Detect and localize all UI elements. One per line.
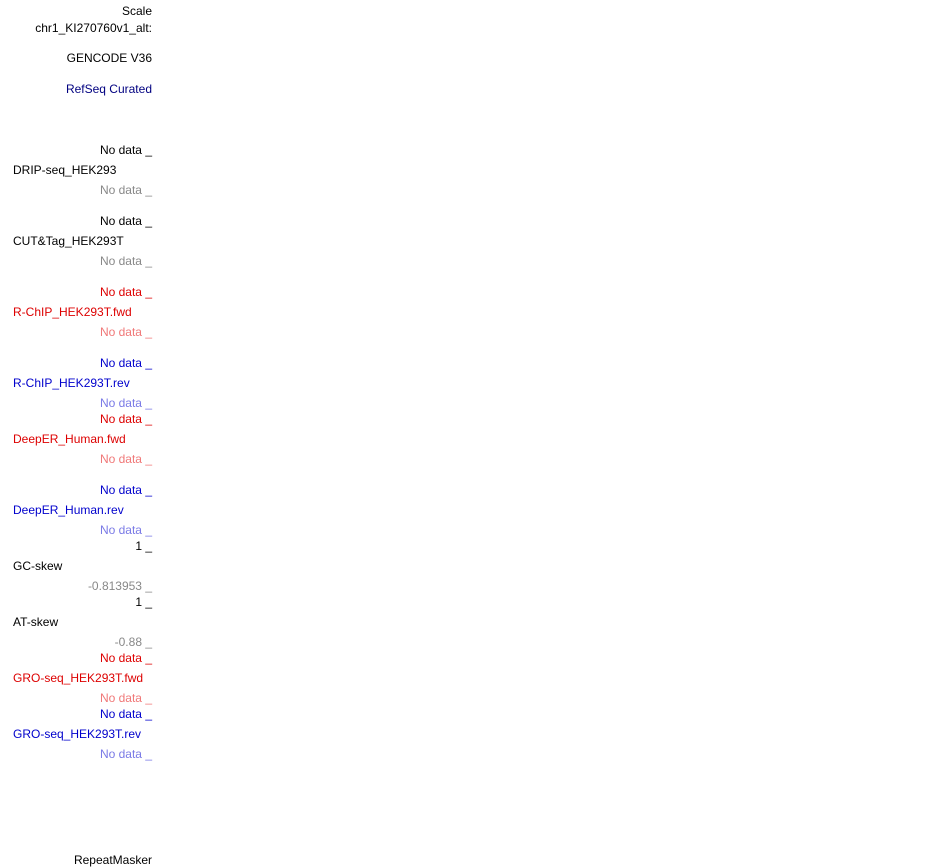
- gc-skew-max-label: 1 _: [135, 539, 152, 553]
- refseq-track-label[interactable]: RefSeq Curated: [65, 82, 152, 96]
- drip-seq-min-label: No data _: [99, 183, 152, 197]
- at-skew-track-label[interactable]: AT-skew: [13, 615, 59, 629]
- r-chip-rev-max-label: No data _: [99, 356, 152, 370]
- gro-seq-fwd-min-label: No data _: [99, 691, 152, 705]
- deeper-fwd-max-label: No data _: [99, 412, 152, 426]
- repeatmasker-track-label[interactable]: RepeatMasker: [73, 853, 152, 867]
- r-chip-rev-track-label[interactable]: R-ChIP_HEK293T.rev: [13, 376, 130, 390]
- r-chip-fwd-max-label: No data _: [99, 285, 152, 299]
- deeper-rev-max-label: No data _: [99, 483, 152, 497]
- deeper-rev-track-label[interactable]: DeepER_Human.rev: [13, 503, 124, 517]
- cut-tag-track-label[interactable]: CUT&Tag_HEK293T: [13, 234, 124, 248]
- r-chip-rev-min-label: No data _: [99, 396, 152, 410]
- cut-tag-max-label: No data _: [99, 214, 152, 228]
- gro-seq-rev-min-label: No data _: [99, 747, 152, 761]
- gc-skew-min-label: -0.813953 _: [87, 579, 152, 593]
- gencode-track-label[interactable]: GENCODE V36: [66, 51, 152, 65]
- gc-skew-track-label[interactable]: GC-skew: [13, 559, 63, 573]
- chrom-position-label[interactable]: chr1_KI270760v1_alt:: [35, 21, 152, 35]
- scale-label[interactable]: Scale: [121, 4, 152, 18]
- at-skew-min-label: -0.88 _: [114, 635, 152, 649]
- deeper-fwd-track-label[interactable]: DeepER_Human.fwd: [13, 432, 126, 446]
- gro-seq-fwd-max-label: No data _: [99, 651, 152, 665]
- r-chip-fwd-min-label: No data _: [99, 325, 152, 339]
- gro-seq-rev-max-label: No data _: [99, 707, 152, 721]
- r-chip-fwd-track-label[interactable]: R-ChIP_HEK293T.fwd: [13, 305, 132, 319]
- cut-tag-min-label: No data _: [99, 254, 152, 268]
- gro-seq-fwd-track-label[interactable]: GRO-seq_HEK293T.fwd: [13, 671, 144, 685]
- deeper-rev-min-label: No data _: [99, 523, 152, 537]
- deeper-fwd-min-label: No data _: [99, 452, 152, 466]
- at-skew-max-label: 1 _: [135, 595, 152, 609]
- drip-seq-track-label[interactable]: DRIP-seq_HEK293: [13, 163, 117, 177]
- gro-seq-rev-track-label[interactable]: GRO-seq_HEK293T.rev: [13, 727, 142, 741]
- drip-seq-max-label: No data _: [99, 143, 152, 157]
